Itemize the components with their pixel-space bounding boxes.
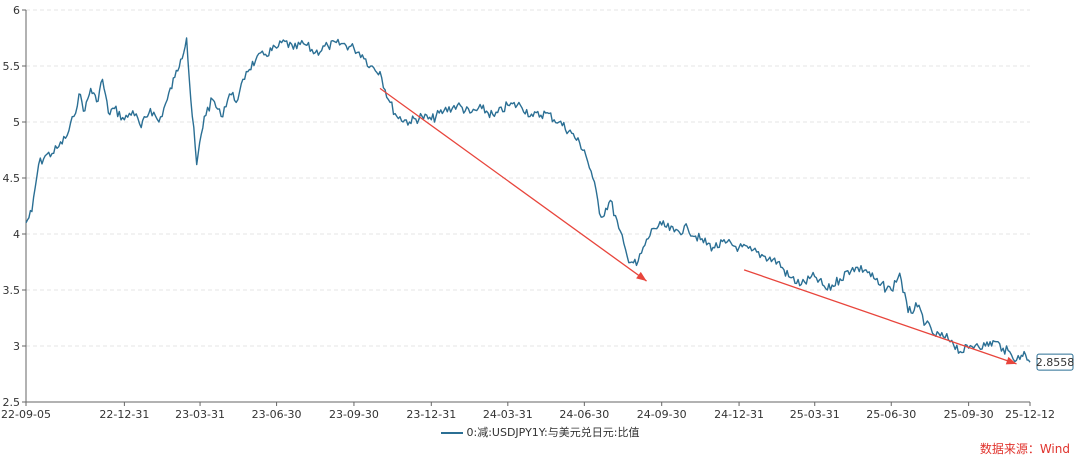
trend-arrow	[743, 269, 1017, 365]
x-tick-label: 24-09-30	[637, 408, 687, 421]
last-value-marker: 2.8558	[1036, 353, 1075, 371]
legend[interactable]: 0:减:USDJPY1Y:与美元兑日元:比值	[0, 424, 1080, 440]
legend-swatch	[440, 432, 463, 434]
y-tick-label: 3.5	[3, 284, 21, 297]
x-tick-label: 25-09-30	[944, 408, 994, 421]
x-tick-label: 25-06-30	[866, 408, 916, 421]
series-line	[25, 37, 1031, 363]
x-tick-label: 23-03-31	[175, 408, 225, 421]
x-tick-label: 22-09-05	[1, 408, 51, 421]
x-tick-label: 24-03-31	[483, 408, 533, 421]
annotation-layer	[379, 87, 1017, 365]
last-value-text: 2.8558	[1036, 356, 1075, 369]
y-tick-label: 2.5	[3, 396, 21, 409]
x-tick-label: 25-12-12	[1005, 408, 1055, 421]
y-tick-label: 3	[13, 340, 20, 353]
grid-lines	[26, 9, 1030, 347]
x-tick-label: 24-06-30	[559, 408, 609, 421]
y-tick-label: 4	[13, 228, 20, 241]
trend-arrow-head	[636, 271, 647, 281]
source-label: 数据来源：Wind	[979, 442, 1070, 456]
trend-arrow-head	[1005, 356, 1017, 365]
x-tick-label: 22-12-31	[99, 408, 149, 421]
axes: 2.5 3 3.5 4 4.5 5 5.5 6 22-09-05 22-12-31 23-03-31…	[1, 4, 1055, 421]
y-tick-label: 5	[13, 116, 20, 129]
x-tick-label: 24-12-31	[714, 408, 764, 421]
legend-label: 0:减:USDJPY1Y:与美元兑日元:比值	[466, 426, 640, 439]
y-tick-label: 4.5	[3, 172, 21, 185]
x-tick-label: 25-03-31	[790, 408, 840, 421]
series-layer	[25, 37, 1031, 363]
x-tick-label: 23-09-30	[329, 408, 379, 421]
x-tick-label: 23-12-31	[406, 408, 456, 421]
trend-arrow	[379, 87, 647, 282]
last-value-box	[1036, 353, 1074, 371]
x-tick-label: 23-06-30	[252, 408, 302, 421]
y-tick-label: 6	[13, 4, 20, 17]
y-tick-label: 5.5	[3, 60, 21, 73]
